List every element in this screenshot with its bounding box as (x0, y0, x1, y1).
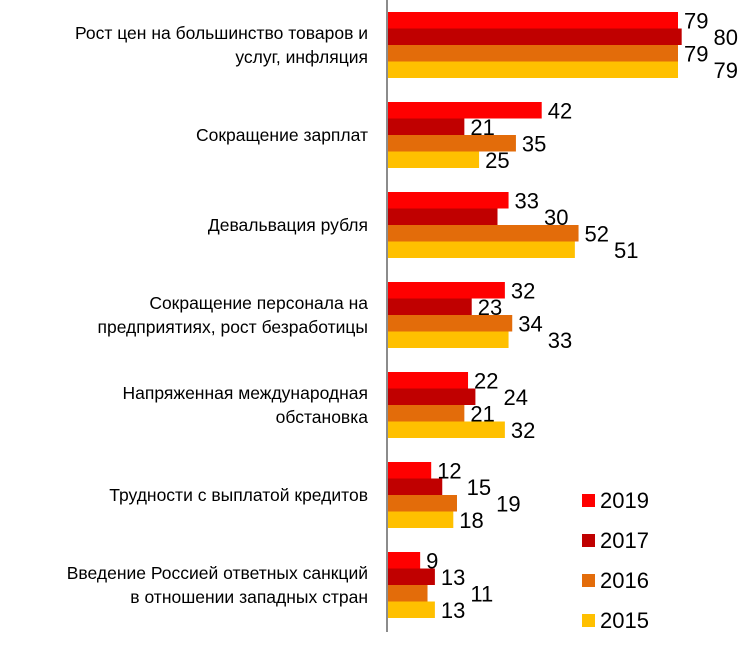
category-label: Сокращение зарплат (196, 125, 368, 145)
bar-2019-5 (387, 462, 432, 479)
legend-swatch-2019 (582, 494, 595, 507)
category-label: Введение Россией ответных санкций (67, 563, 368, 583)
category-label: Девальвация рубля (208, 215, 368, 235)
bar-2016-6 (387, 585, 428, 602)
value-label: 33 (548, 328, 572, 353)
bar-2016-1 (387, 135, 516, 152)
bar-2017-3 (387, 298, 472, 315)
bar-2019-2 (387, 192, 509, 209)
value-label: 30 (544, 205, 568, 230)
value-label: 34 (518, 311, 542, 336)
value-label: 42 (548, 98, 572, 123)
legend-swatch-2017 (582, 534, 595, 547)
bar-2016-2 (387, 225, 579, 242)
category-label: Трудности с выплатой кредитов (109, 485, 368, 505)
value-label: 21 (470, 401, 494, 426)
value-label: 12 (437, 458, 461, 483)
value-label: 52 (585, 221, 609, 246)
category-label: в отношении западных стран (130, 587, 368, 607)
bar-2017-6 (387, 568, 435, 585)
legend-swatch-2016 (582, 574, 595, 587)
value-label: 22 (474, 368, 498, 393)
bar-2019-3 (387, 282, 505, 299)
value-label: 24 (504, 385, 528, 410)
bar-2019-4 (387, 372, 469, 389)
value-label: 32 (511, 278, 535, 303)
bar-2015-4 (387, 421, 505, 438)
category-label: Напряженная международная (123, 383, 369, 403)
legend-label: 2019 (600, 488, 649, 513)
bar-2019-6 (387, 552, 421, 569)
category-label: Сокращение персонала на (149, 293, 368, 313)
value-label: 19 (496, 491, 520, 516)
bar-2019-1 (387, 102, 542, 119)
value-label: 80 (713, 25, 737, 50)
value-label: 15 (467, 475, 491, 500)
bars (387, 12, 682, 618)
value-label: 32 (511, 418, 535, 443)
value-label: 25 (485, 148, 509, 173)
bar-2015-1 (387, 151, 480, 168)
bar-2015-0 (387, 61, 678, 78)
value-labels: 7980797942213525333052513223343322242132… (426, 8, 738, 623)
category-label: Рост цен на большинство товаров и (75, 23, 368, 43)
value-label: 23 (478, 295, 502, 320)
value-label: 11 (470, 581, 493, 606)
legend-swatch-2015 (582, 614, 595, 627)
value-label: 21 (470, 115, 494, 140)
bar-2016-0 (387, 45, 678, 62)
bar-2016-3 (387, 315, 513, 332)
value-label: 13 (441, 565, 465, 590)
category-label: обстановка (276, 407, 369, 427)
category-labels: Рост цен на большинство товаров и услуг, … (67, 23, 369, 607)
value-label: 79 (684, 41, 708, 66)
category-label: предприятиях, рост безработицы (98, 317, 369, 337)
bar-2017-4 (387, 388, 476, 405)
bar-2017-2 (387, 208, 498, 225)
legend-label: 2016 (600, 568, 649, 593)
legend-label: 2015 (600, 608, 649, 633)
value-label: 18 (459, 508, 483, 533)
bar-2016-5 (387, 495, 457, 512)
bar-2015-3 (387, 331, 509, 348)
bar-2015-6 (387, 601, 435, 618)
bar-2015-2 (387, 241, 575, 258)
bar-2019-0 (387, 12, 678, 29)
value-label: 51 (614, 238, 638, 263)
bar-2017-0 (387, 28, 682, 45)
value-label: 79 (684, 8, 708, 33)
category-label: услуг, инфляция (235, 47, 368, 67)
legend: 2019 2017 2016 2015 (582, 488, 649, 633)
value-label: 79 (713, 58, 737, 83)
value-label: 13 (441, 598, 465, 623)
bar-2015-5 (387, 511, 454, 528)
value-label: 33 (515, 188, 539, 213)
bar-2017-1 (387, 118, 465, 135)
legend-label: 2017 (600, 528, 649, 553)
value-label: 35 (522, 131, 546, 156)
bar-2017-5 (387, 478, 443, 495)
value-label: 9 (426, 548, 438, 573)
bar-2016-4 (387, 405, 465, 422)
